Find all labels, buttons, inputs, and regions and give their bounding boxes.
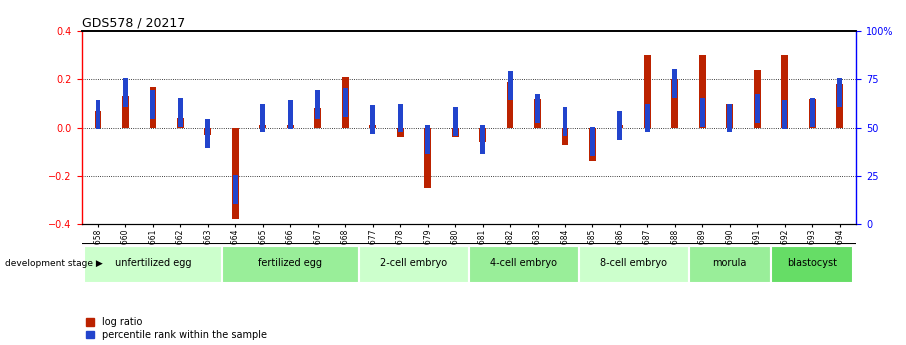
Bar <box>755 94 760 123</box>
Bar <box>507 71 513 100</box>
Bar <box>579 246 689 283</box>
Bar <box>398 104 402 132</box>
Bar <box>178 98 183 127</box>
Bar <box>644 55 651 128</box>
Bar <box>259 125 266 128</box>
Bar <box>370 125 376 128</box>
Bar <box>123 78 128 107</box>
Bar <box>287 125 294 128</box>
Bar <box>771 246 853 283</box>
Bar <box>95 100 101 129</box>
Text: GDS578 / 20217: GDS578 / 20217 <box>82 17 185 30</box>
Text: morula: morula <box>713 258 747 268</box>
Bar <box>728 104 732 132</box>
Bar <box>810 98 814 127</box>
Text: fertilized egg: fertilized egg <box>258 258 323 268</box>
Bar <box>837 78 843 107</box>
Bar <box>727 104 733 128</box>
Bar <box>122 96 129 128</box>
Text: development stage ▶: development stage ▶ <box>5 259 102 268</box>
Bar <box>149 87 157 128</box>
Bar <box>222 246 359 283</box>
Bar <box>836 84 843 128</box>
Bar <box>672 69 678 98</box>
Bar <box>397 128 403 137</box>
Bar <box>506 82 514 128</box>
Bar <box>359 246 469 283</box>
Bar <box>781 55 788 128</box>
Bar <box>342 88 348 117</box>
Bar <box>535 99 541 128</box>
Bar <box>699 55 706 128</box>
Bar <box>452 128 458 137</box>
Legend: log ratio, percentile rank within the sample: log ratio, percentile rank within the sa… <box>86 317 267 340</box>
Bar <box>233 175 238 204</box>
Bar <box>782 100 787 129</box>
Bar <box>288 100 293 129</box>
Bar <box>94 111 101 128</box>
Bar <box>342 77 349 128</box>
Bar <box>232 128 239 219</box>
Bar <box>563 107 567 136</box>
Bar <box>809 99 815 128</box>
Bar <box>84 246 222 283</box>
Bar <box>177 118 184 128</box>
Bar <box>150 90 156 119</box>
Bar <box>314 108 322 128</box>
Text: 4-cell embryo: 4-cell embryo <box>490 258 557 268</box>
Bar <box>645 104 650 132</box>
Bar <box>754 70 761 128</box>
Text: blastocyst: blastocyst <box>787 258 837 268</box>
Bar <box>699 98 705 127</box>
Bar <box>618 111 622 140</box>
Bar <box>371 106 375 135</box>
Text: unfertilized egg: unfertilized egg <box>115 258 191 268</box>
Bar <box>260 104 265 132</box>
Bar <box>689 246 771 283</box>
Bar <box>206 119 210 148</box>
Bar <box>562 128 568 145</box>
Bar <box>453 107 458 136</box>
Bar <box>535 94 540 123</box>
Bar <box>315 90 320 119</box>
Text: 8-cell embryo: 8-cell embryo <box>600 258 667 268</box>
Bar <box>671 79 679 128</box>
Bar <box>425 125 430 154</box>
Bar <box>424 128 431 188</box>
Bar <box>590 127 595 156</box>
Bar <box>469 246 579 283</box>
Bar <box>589 128 596 161</box>
Bar <box>480 125 485 154</box>
Bar <box>479 128 486 142</box>
Bar <box>205 128 211 135</box>
Text: 2-cell embryo: 2-cell embryo <box>381 258 448 268</box>
Bar <box>616 125 623 128</box>
